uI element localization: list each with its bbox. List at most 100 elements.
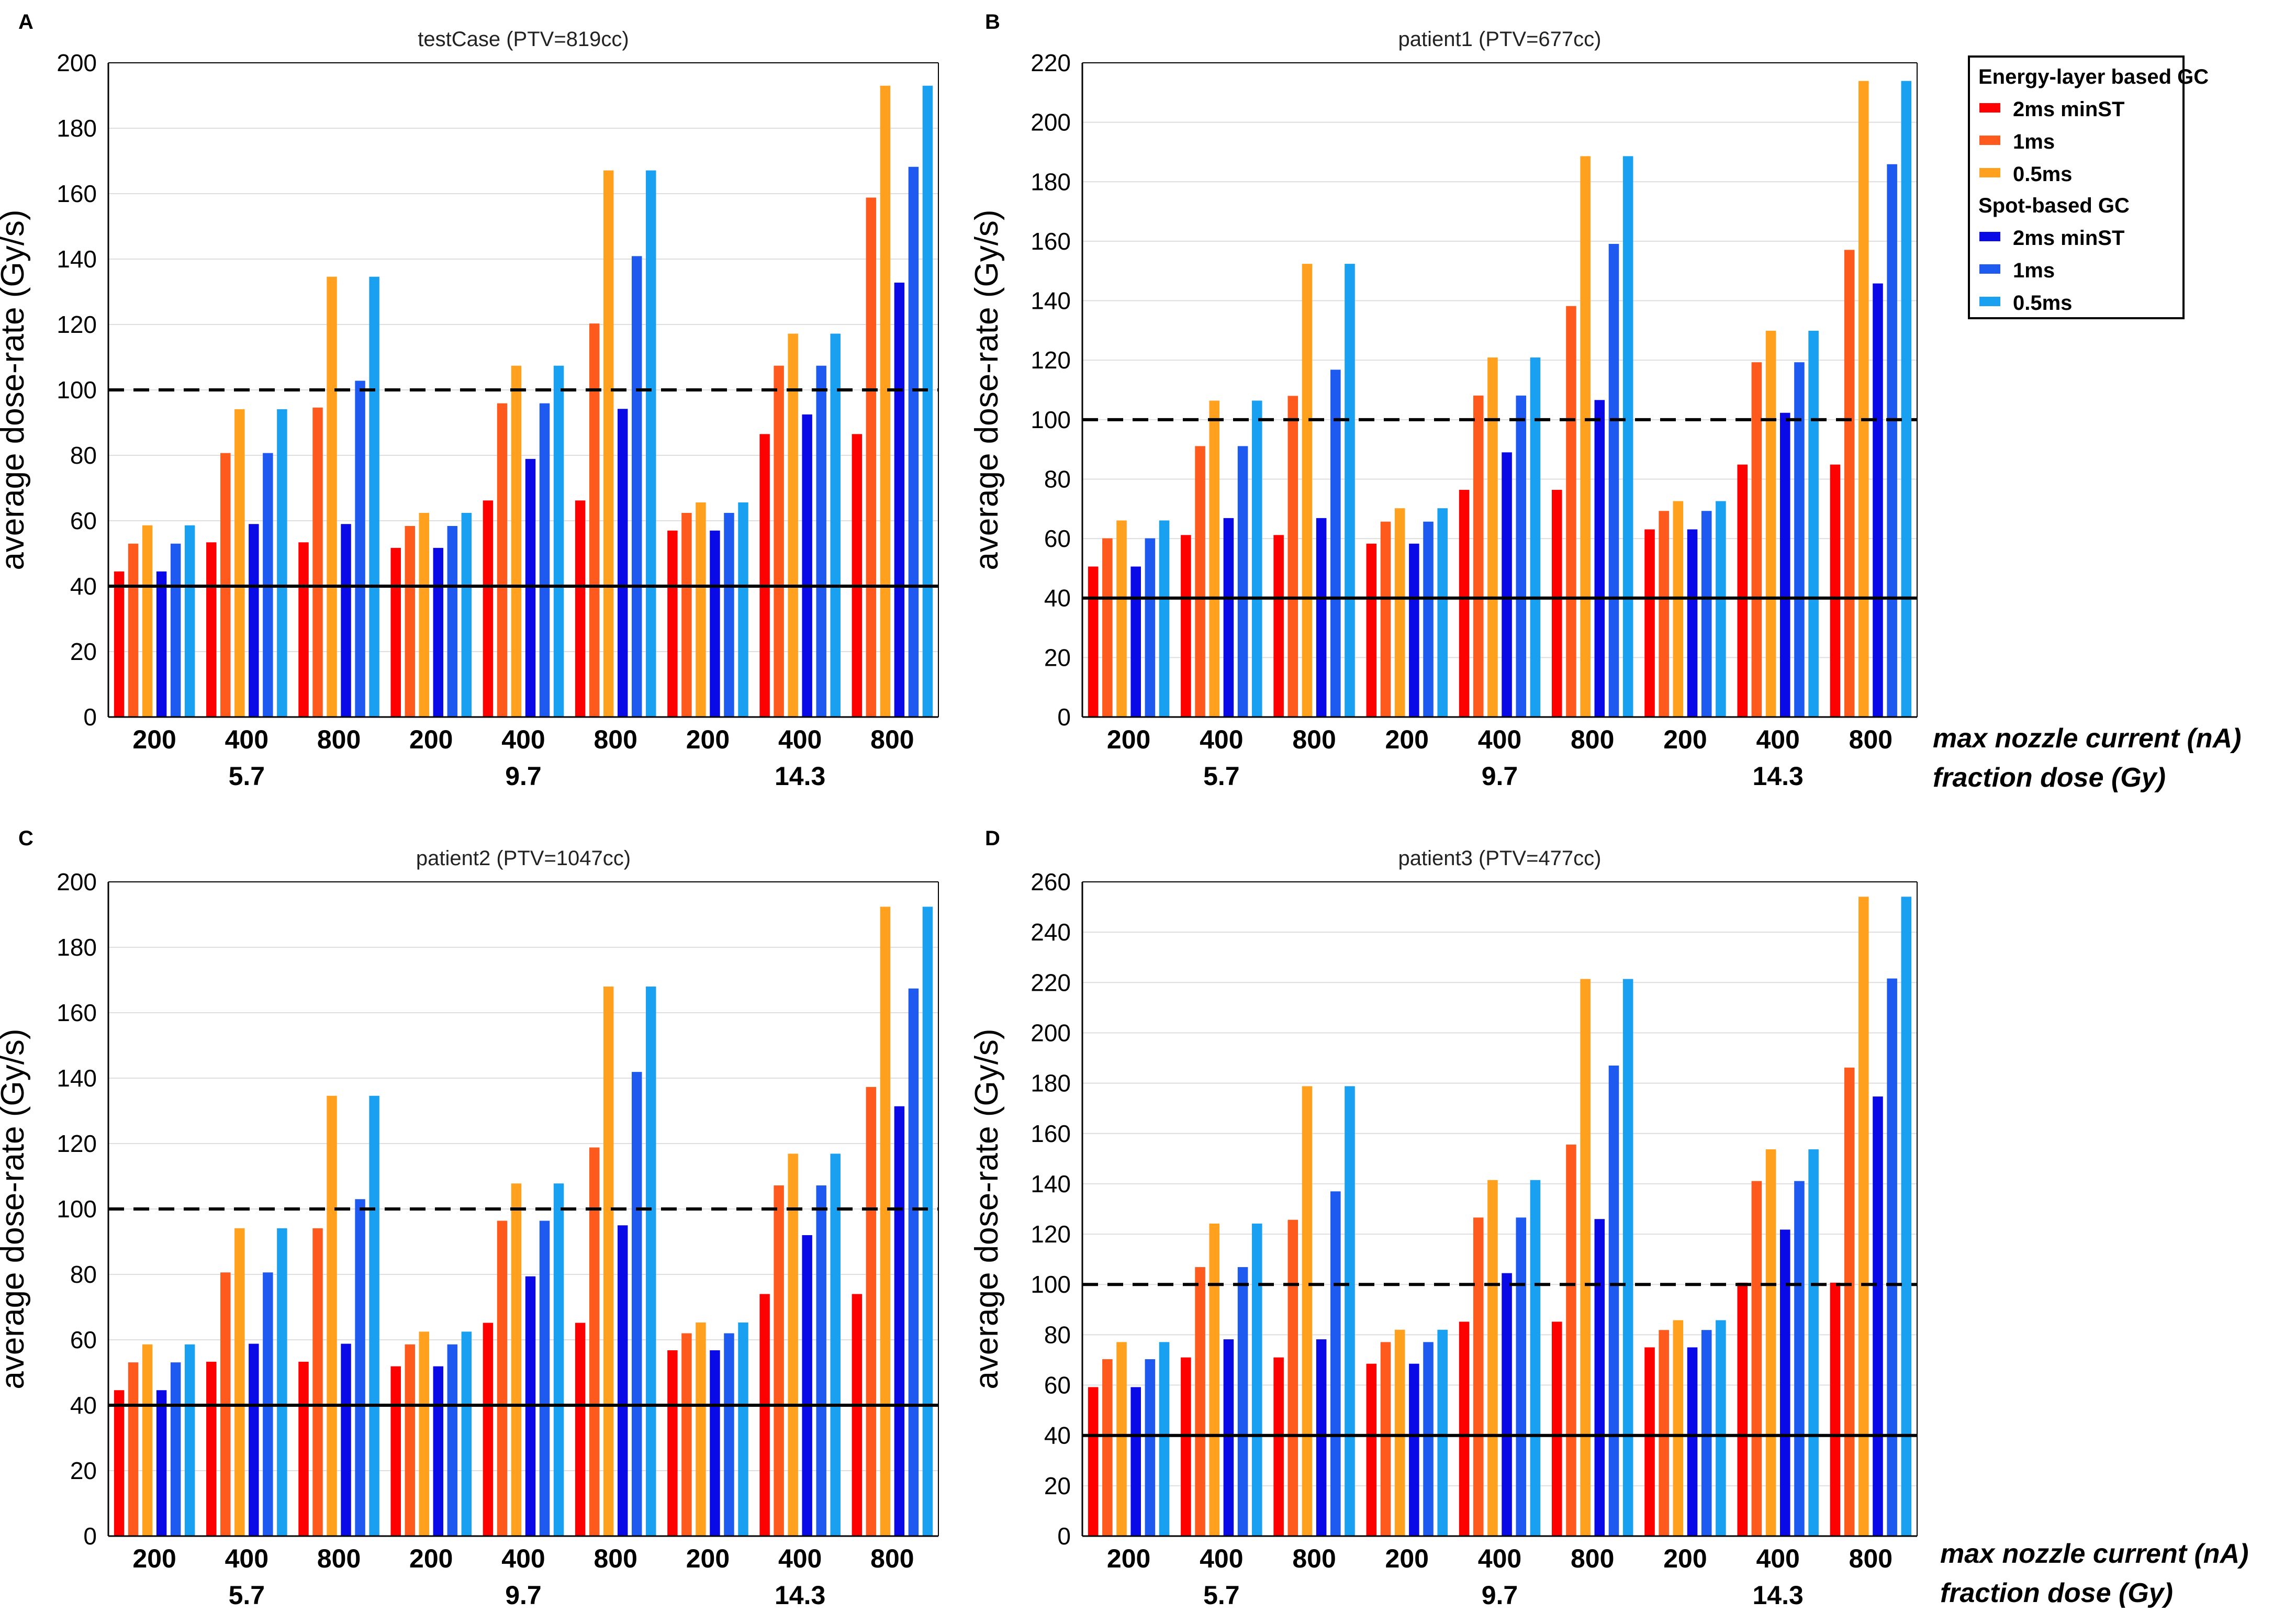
bar [1830, 1282, 1841, 1536]
legend-swatch [1979, 264, 2000, 274]
bar [1808, 1149, 1819, 1536]
bar [1473, 1217, 1484, 1536]
bar [575, 1323, 586, 1536]
bar [788, 333, 798, 717]
bar [553, 1183, 564, 1536]
x-tick-label: 400 [1478, 725, 1521, 754]
bar [1316, 518, 1327, 717]
bar [667, 1350, 678, 1536]
bar [1409, 543, 1419, 717]
bar [1088, 1387, 1099, 1536]
bar [327, 1095, 337, 1536]
x-tick-label: 200 [686, 725, 730, 754]
legend-label: 0.5ms [2013, 292, 2072, 315]
y-tick-label: 120 [1031, 1220, 1071, 1248]
x-tick-label: 800 [1849, 725, 1893, 754]
x-group-label: 14.3 [775, 761, 825, 791]
y-tick-label: 140 [1031, 287, 1071, 315]
bar [298, 1361, 309, 1536]
bar [1858, 81, 1869, 718]
bar [553, 365, 564, 717]
legend-box [1968, 55, 2185, 319]
bar [114, 571, 125, 717]
y-tick-label: 240 [1031, 919, 1071, 946]
bar [1251, 1223, 1262, 1536]
bar [1366, 1363, 1377, 1536]
bar [1901, 81, 1912, 718]
bar [1716, 1320, 1726, 1536]
bar [1209, 1223, 1220, 1536]
y-tick-label: 80 [1044, 1321, 1071, 1348]
bar [589, 1147, 600, 1536]
bar [1751, 362, 1762, 717]
bar [1644, 1347, 1655, 1536]
x-tick-label: 400 [1478, 1544, 1521, 1573]
x-tick-label: 200 [409, 1544, 453, 1573]
bar [696, 502, 706, 717]
x-tick-label: 400 [1756, 1544, 1799, 1573]
bar [1237, 446, 1248, 717]
y-axis-label: average dose-rate (Gy/s) [969, 1028, 1005, 1389]
bar [1516, 395, 1527, 717]
bar [1552, 1321, 1562, 1536]
bar [277, 409, 287, 717]
bar [681, 1333, 692, 1536]
bar [1552, 489, 1562, 717]
y-tick-label: 60 [70, 507, 97, 534]
y-tick-label: 140 [57, 245, 97, 273]
x-tick-label: 400 [778, 725, 822, 754]
y-axis-label: average dose-rate (Gy/s) [0, 1028, 31, 1389]
y-tick-label: 0 [83, 703, 97, 731]
bar [922, 906, 933, 1536]
x-tick-label: 200 [132, 725, 176, 754]
y-tick-label: 200 [57, 49, 97, 76]
x-group-label: 5.7 [1203, 761, 1240, 791]
chart-title: testCase (PTV=819cc) [418, 28, 629, 51]
bar [908, 988, 919, 1536]
x-tick-label: 800 [317, 1544, 361, 1573]
bar [461, 1331, 472, 1536]
y-tick-label: 80 [70, 1261, 97, 1288]
x-tick-label: 800 [594, 1544, 637, 1573]
bar [419, 1331, 429, 1536]
y-tick-label: 100 [57, 376, 97, 404]
bar [1223, 1339, 1234, 1536]
x-tick-label: 400 [778, 1544, 822, 1573]
bar [1159, 520, 1170, 717]
y-tick-label: 0 [1057, 1522, 1071, 1550]
bar [710, 1350, 720, 1536]
x-tick-label: 400 [1200, 1544, 1243, 1573]
bar [525, 458, 536, 717]
bar [1673, 1320, 1684, 1536]
bar [1237, 1267, 1248, 1536]
y-tick-label: 40 [1044, 585, 1071, 612]
bar [298, 542, 309, 717]
bar [1273, 1357, 1284, 1536]
bar [405, 1344, 415, 1536]
y-tick-label: 180 [1031, 1070, 1071, 1097]
bar [667, 530, 678, 717]
bar [1273, 535, 1284, 717]
bar [390, 1366, 401, 1536]
chart-title: patient2 (PTV=1047cc) [416, 847, 631, 870]
x-group-label: 9.7 [1482, 1581, 1518, 1610]
bar [1316, 1339, 1327, 1536]
bar [1473, 395, 1484, 717]
y-tick-label: 120 [57, 1130, 97, 1157]
bar [1088, 566, 1099, 717]
x-tick-label: 400 [501, 725, 545, 754]
bar [710, 530, 720, 717]
bar [830, 1153, 841, 1536]
bar [1794, 1181, 1805, 1536]
y-tick-label: 100 [1031, 1271, 1071, 1298]
bar [1409, 1363, 1419, 1536]
bar [866, 197, 877, 717]
bar [1302, 1086, 1313, 1536]
bar [1394, 508, 1405, 717]
bar [1345, 264, 1355, 717]
chart-title: patient3 (PTV=477cc) [1398, 847, 1602, 870]
bar [852, 434, 863, 717]
bar [1437, 508, 1448, 717]
bar [1102, 1359, 1113, 1536]
